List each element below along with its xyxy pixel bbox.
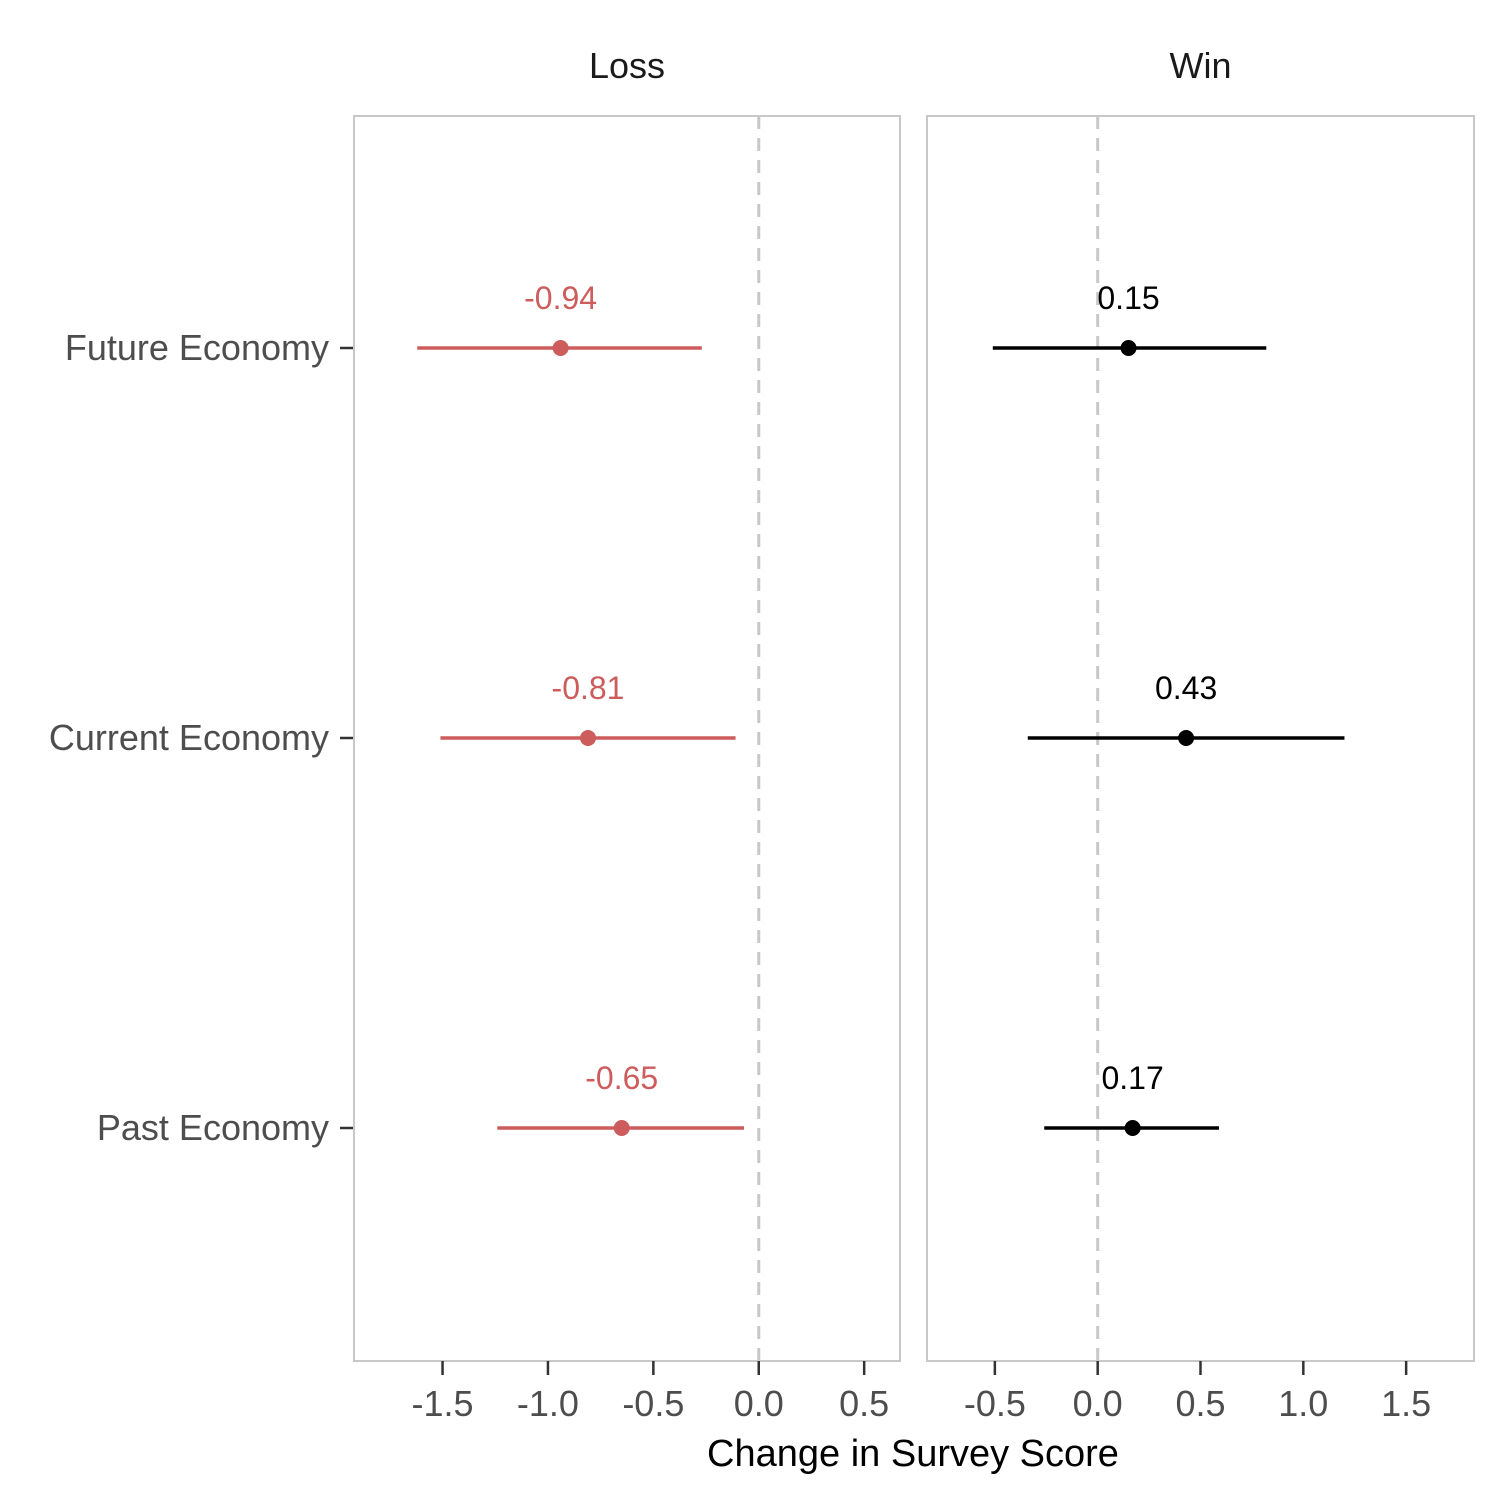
y-tick-label: Past Economy (97, 1107, 329, 1148)
estimate-point (613, 1120, 630, 1136)
estimate-point (580, 730, 596, 746)
value-label: 0.43 (1155, 670, 1217, 706)
y-tick-label: Future Economy (65, 327, 329, 368)
x-tick-label: 0.5 (1175, 1383, 1225, 1424)
value-label: -0.65 (585, 1060, 658, 1096)
value-label: -0.94 (524, 280, 597, 316)
panel-loss: Loss -1.5 -1.0 -0.5 0.0 0.5 -0.94 -0.81 -0.65 (353, 45, 901, 1424)
panel-win: Win -0.5 0.0 0.5 1.0 1.5 0.15 0.43 0.17 (926, 45, 1475, 1424)
value-label: 0.17 (1101, 1060, 1163, 1096)
x-tick-label: 1.0 (1278, 1383, 1328, 1424)
x-tick-label: -1.0 (517, 1383, 579, 1424)
panel-border (353, 115, 901, 1362)
panel-title: Loss (589, 45, 665, 86)
estimate-point (1124, 1120, 1141, 1136)
estimate-point (552, 340, 569, 356)
value-label: -0.81 (552, 670, 625, 706)
x-tick-label: -0.5 (622, 1383, 684, 1424)
y-tick-label: Current Economy (49, 717, 329, 758)
estimate-point (1178, 730, 1195, 746)
x-tick-label: 0.0 (1073, 1383, 1123, 1424)
x-tick-label: -0.5 (964, 1383, 1026, 1424)
x-tick-label: 1.5 (1381, 1383, 1431, 1424)
x-axis-title: Change in Survey Score (707, 1433, 1119, 1475)
panel-title: Win (1170, 45, 1232, 86)
x-tick-label: 0.0 (734, 1383, 784, 1424)
value-label: 0.15 (1097, 280, 1159, 316)
x-tick-label: 0.5 (839, 1383, 889, 1424)
x-tick-label: -1.5 (412, 1383, 474, 1424)
estimate-point (1120, 340, 1137, 356)
